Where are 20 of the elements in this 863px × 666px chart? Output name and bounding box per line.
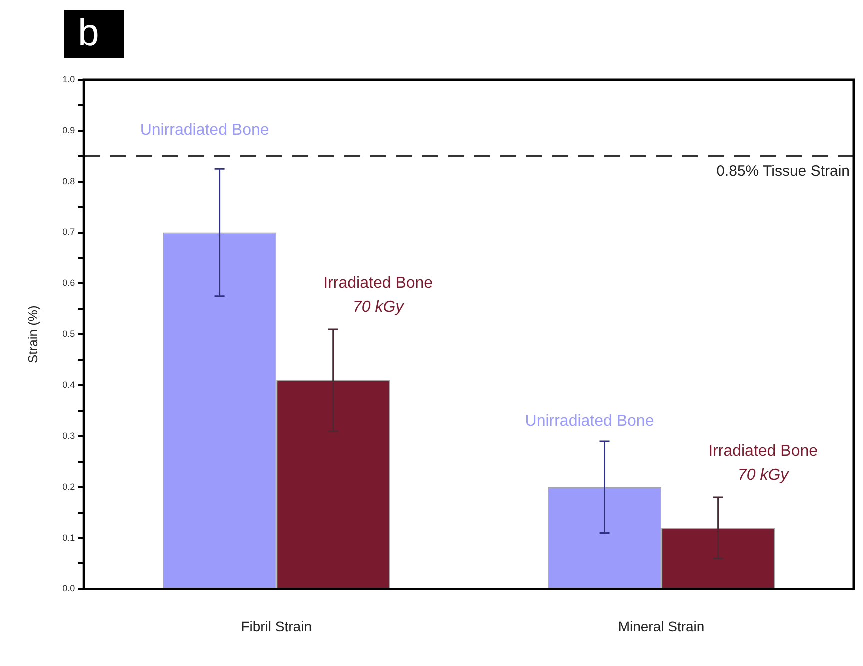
- text: Unirradiated Bone: [140, 122, 270, 139]
- y-tick-label: 0.0: [62, 584, 76, 594]
- text: Unirradiated Bone: [525, 412, 654, 430]
- y-tick-label: 0.7: [62, 227, 76, 238]
- x-tick-label: Mineral Strain: [618, 618, 705, 634]
- text: Irradiated Bone 70 kGy: [708, 442, 818, 484]
- y-tick-label: 0.4: [62, 380, 76, 390]
- y-tick-label: 1.0: [62, 74, 76, 84]
- y-tick-label: 0.1: [62, 532, 76, 543]
- y-tick-label: 0.8: [62, 176, 76, 186]
- y-tick-label: 0.2: [62, 482, 76, 492]
- text: Irradiated Bone 70 kGy: [324, 274, 434, 316]
- y-axis-title: Strain (%): [25, 306, 40, 364]
- x-tick-label: Fibril Strain: [241, 618, 312, 634]
- y-tick-label: 0.9: [62, 125, 76, 136]
- y-tick-label: 0.6: [62, 278, 76, 288]
- y-tick-label: 0.3: [62, 430, 76, 441]
- y-tick-label: 0.5: [62, 329, 76, 340]
- ref-line-label: 0.85% Tissue Strain: [716, 163, 850, 180]
- text: b: [78, 12, 100, 54]
